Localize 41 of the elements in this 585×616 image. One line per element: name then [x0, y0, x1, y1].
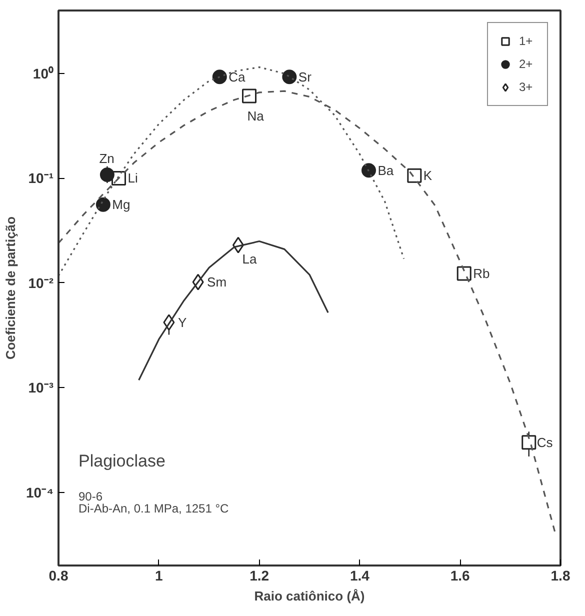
point — [456, 266, 472, 281]
x-tick-label: 1 — [155, 568, 164, 584]
annotation: Ca — [228, 69, 246, 84]
point — [361, 163, 376, 178]
annotation: Plagioclase — [78, 452, 166, 470]
annotation: K — [423, 168, 432, 184]
annotation: Ba — [378, 162, 394, 178]
point — [242, 88, 257, 104]
annotation: Rb — [473, 266, 490, 282]
y-axis-title: Coeficiente de partição — [3, 216, 18, 360]
y-tick-label: 10⁻⁴ — [26, 484, 54, 500]
y-tick-label: 10⁻² — [28, 274, 54, 291]
point — [407, 168, 422, 183]
point — [212, 70, 227, 84]
annotation: Na — [247, 108, 265, 124]
annotation: Y — [178, 314, 187, 330]
x-tick-label: 1.2 — [250, 568, 270, 584]
annotation: La — [242, 252, 258, 267]
x-tick-label: 1.4 — [350, 568, 370, 584]
x-tick-label: 1.6 — [450, 568, 470, 584]
point — [522, 435, 536, 450]
annotation: Sm — [207, 274, 227, 290]
annotation: Cs — [536, 434, 554, 450]
y-tick-label: 10⁻³ — [28, 380, 54, 396]
point — [282, 70, 297, 84]
annotation: Mg — [112, 197, 130, 212]
point — [96, 197, 110, 212]
annotation: Di-Ab-An, 0.1 MPa, 1251 °C — [78, 502, 230, 516]
point — [100, 167, 114, 182]
x-tick-label: 1.8 — [550, 568, 570, 584]
annotation: 90-6 — [78, 490, 103, 504]
x-axis-title: Raio catiônico (Å) — [254, 588, 365, 604]
annotation: Sr — [298, 69, 312, 84]
y-tick-label: 10⁻¹ — [28, 170, 54, 186]
annotation: Li — [128, 170, 138, 186]
legend-label: 3+ — [519, 80, 534, 94]
legend-label: 2+ — [519, 57, 534, 71]
y-tick-label: 10⁰ — [32, 66, 54, 82]
legend-label: 1+ — [519, 34, 534, 48]
annotation: Zn — [99, 151, 114, 166]
x-tick-label: 0.8 — [48, 568, 68, 584]
